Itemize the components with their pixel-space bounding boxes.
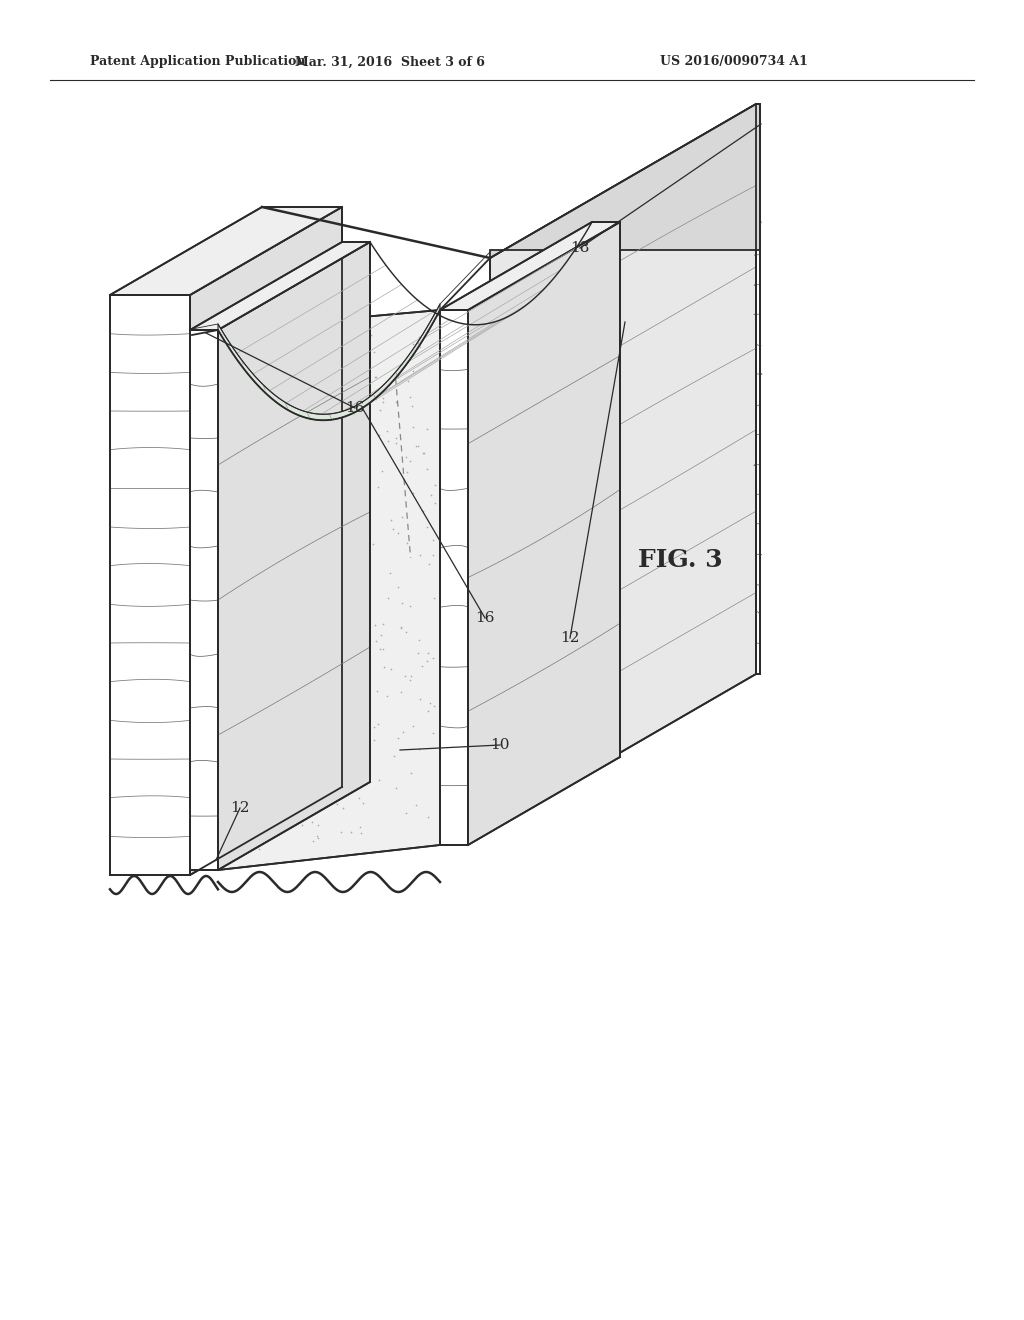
Polygon shape [756, 104, 760, 675]
Text: 10: 10 [490, 738, 510, 752]
Polygon shape [218, 242, 370, 870]
Polygon shape [490, 104, 756, 828]
Text: 18: 18 [570, 242, 590, 255]
Polygon shape [110, 207, 342, 294]
Polygon shape [490, 104, 760, 257]
Polygon shape [218, 310, 440, 870]
Polygon shape [190, 207, 342, 875]
Text: Mar. 31, 2016  Sheet 3 of 6: Mar. 31, 2016 Sheet 3 of 6 [295, 55, 485, 69]
Polygon shape [110, 294, 190, 875]
Polygon shape [218, 304, 440, 420]
Text: 12: 12 [230, 801, 250, 814]
Polygon shape [190, 330, 218, 870]
Text: 12: 12 [560, 631, 580, 645]
Polygon shape [190, 242, 370, 330]
Text: FIG. 3: FIG. 3 [638, 548, 722, 572]
Polygon shape [440, 222, 620, 310]
Polygon shape [468, 222, 620, 845]
Polygon shape [440, 310, 468, 845]
Text: US 2016/0090734 A1: US 2016/0090734 A1 [660, 55, 808, 69]
Text: Patent Application Publication: Patent Application Publication [90, 55, 305, 69]
Text: 16: 16 [345, 401, 365, 414]
Text: 16: 16 [475, 611, 495, 624]
